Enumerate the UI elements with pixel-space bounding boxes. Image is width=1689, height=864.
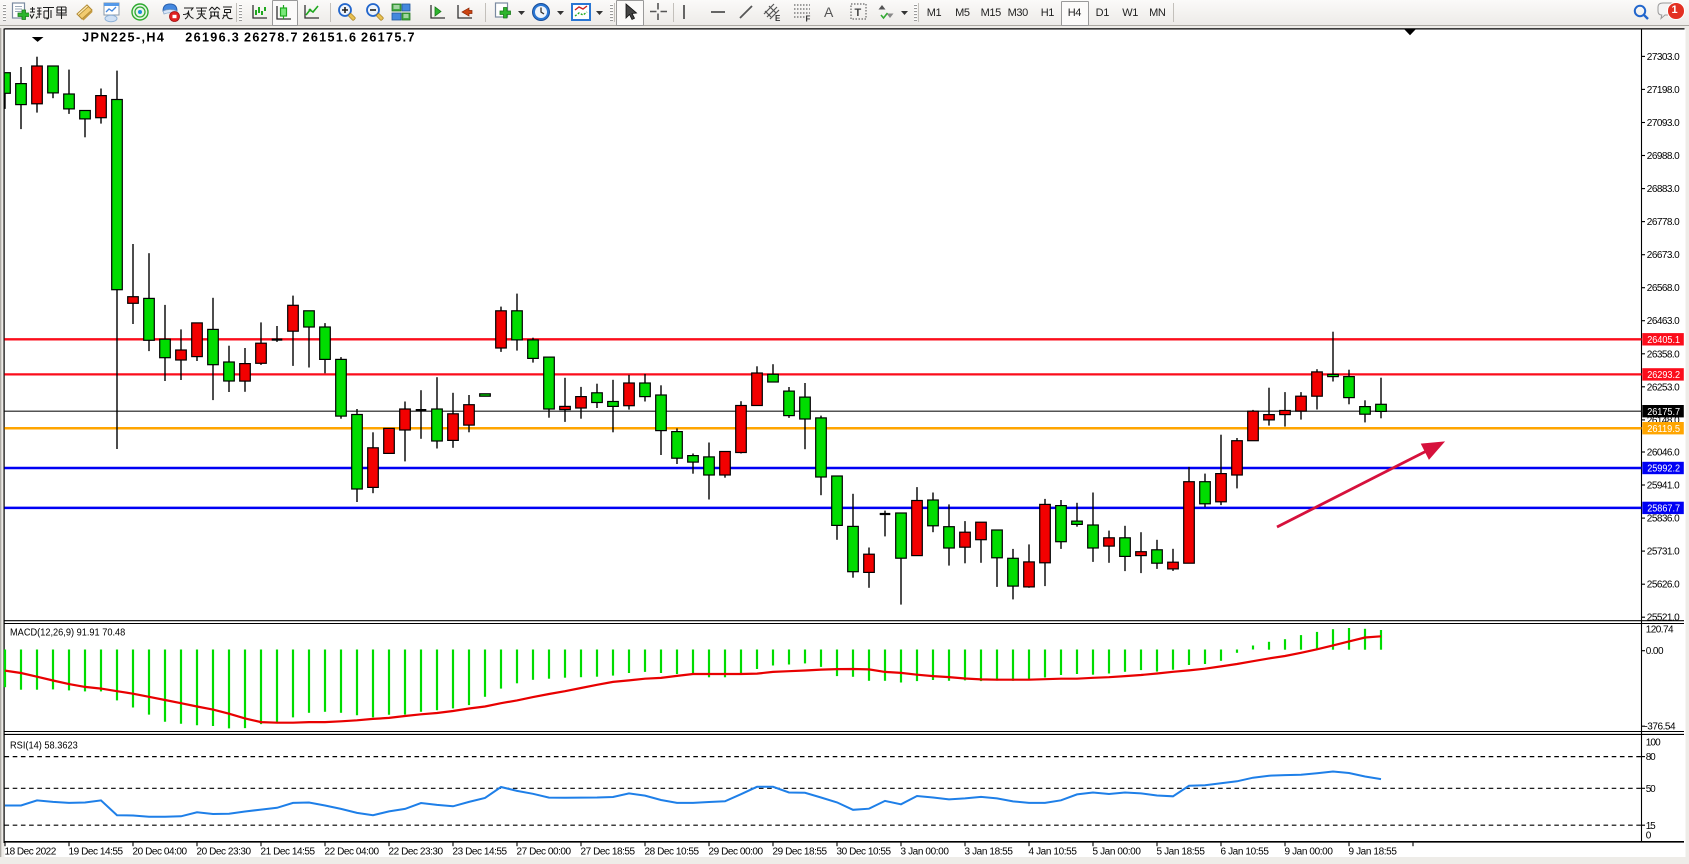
svg-text:26463.0: 26463.0 bbox=[1647, 316, 1680, 327]
svg-text:30 Dec 10:55: 30 Dec 10:55 bbox=[837, 847, 892, 858]
svg-text:50: 50 bbox=[1646, 784, 1656, 795]
svg-text:26119.5: 26119.5 bbox=[1647, 424, 1680, 435]
svg-text:26046.0: 26046.0 bbox=[1647, 448, 1680, 459]
svg-text:25626.0: 25626.0 bbox=[1647, 580, 1680, 591]
svg-text:25836.0: 25836.0 bbox=[1647, 514, 1680, 525]
svg-text:26151.6: 26151.6 bbox=[303, 31, 357, 45]
svg-text:26175.7: 26175.7 bbox=[361, 31, 415, 45]
svg-text:19 Dec 14:55: 19 Dec 14:55 bbox=[69, 847, 124, 858]
svg-text:25867.7: 25867.7 bbox=[1647, 504, 1680, 515]
svg-text:9 Jan 18:55: 9 Jan 18:55 bbox=[1349, 847, 1398, 858]
svg-text:80: 80 bbox=[1646, 752, 1656, 763]
svg-text:25731.0: 25731.0 bbox=[1647, 547, 1680, 558]
svg-text:26405.1: 26405.1 bbox=[1647, 335, 1680, 346]
svg-text:27093.0: 27093.0 bbox=[1647, 118, 1680, 129]
svg-text:26175.7: 26175.7 bbox=[1647, 407, 1680, 418]
svg-text:6 Jan 10:55: 6 Jan 10:55 bbox=[1221, 847, 1270, 858]
svg-text:29 Dec 00:00: 29 Dec 00:00 bbox=[709, 847, 764, 858]
svg-text:15: 15 bbox=[1646, 821, 1656, 832]
svg-text:26148.0: 26148.0 bbox=[1647, 415, 1680, 426]
svg-text:25992.2: 25992.2 bbox=[1647, 464, 1680, 475]
svg-text:29 Dec 18:55: 29 Dec 18:55 bbox=[773, 847, 828, 858]
svg-text:26253.0: 26253.0 bbox=[1647, 382, 1680, 393]
svg-text:26568.0: 26568.0 bbox=[1647, 283, 1680, 294]
svg-text:26196.3: 26196.3 bbox=[185, 31, 239, 45]
svg-text:20 Dec 23:30: 20 Dec 23:30 bbox=[197, 847, 252, 858]
svg-text:MACD(12,26,9) 91.91 70.48: MACD(12,26,9) 91.91 70.48 bbox=[10, 628, 126, 639]
svg-text:27 Dec 00:00: 27 Dec 00:00 bbox=[517, 847, 572, 858]
svg-text:22 Dec 04:00: 22 Dec 04:00 bbox=[325, 847, 380, 858]
svg-text:F: F bbox=[806, 15, 811, 24]
svg-text:26988.0: 26988.0 bbox=[1647, 151, 1680, 162]
svg-text:18 Dec 2022: 18 Dec 2022 bbox=[5, 847, 57, 858]
svg-text:26673.0: 26673.0 bbox=[1647, 250, 1680, 261]
svg-text:4 Jan 10:55: 4 Jan 10:55 bbox=[1029, 847, 1078, 858]
svg-text:26778.0: 26778.0 bbox=[1647, 217, 1680, 228]
svg-text:5 Jan 00:00: 5 Jan 00:00 bbox=[1093, 847, 1142, 858]
svg-text:9 Jan 00:00: 9 Jan 00:00 bbox=[1285, 847, 1334, 858]
svg-text:21 Dec 14:55: 21 Dec 14:55 bbox=[261, 847, 316, 858]
svg-text:26278.7: 26278.7 bbox=[244, 31, 298, 45]
svg-text:22 Dec 23:30: 22 Dec 23:30 bbox=[389, 847, 444, 858]
svg-text:23 Dec 14:55: 23 Dec 14:55 bbox=[453, 847, 508, 858]
svg-text:5 Jan 18:55: 5 Jan 18:55 bbox=[1157, 847, 1206, 858]
svg-text:28 Dec 10:55: 28 Dec 10:55 bbox=[645, 847, 700, 858]
svg-text:27 Dec 18:55: 27 Dec 18:55 bbox=[581, 847, 636, 858]
svg-text:25941.0: 25941.0 bbox=[1647, 481, 1680, 492]
svg-text:100: 100 bbox=[1646, 738, 1661, 749]
svg-text:0.00: 0.00 bbox=[1646, 646, 1664, 657]
svg-text:27303.0: 27303.0 bbox=[1647, 52, 1680, 63]
svg-text:RSI(14) 58.3623: RSI(14) 58.3623 bbox=[10, 741, 78, 752]
svg-text:0: 0 bbox=[1646, 830, 1652, 841]
svg-text:25521.0: 25521.0 bbox=[1647, 613, 1680, 624]
svg-text:26358.0: 26358.0 bbox=[1647, 349, 1680, 360]
svg-text:3 Jan 00:00: 3 Jan 00:00 bbox=[901, 847, 950, 858]
svg-text:-376.54: -376.54 bbox=[1644, 722, 1676, 733]
svg-text:T: T bbox=[855, 7, 862, 19]
svg-text:3 Jan 18:55: 3 Jan 18:55 bbox=[965, 847, 1014, 858]
svg-text:120.74: 120.74 bbox=[1646, 625, 1674, 636]
svg-text:E: E bbox=[775, 14, 781, 23]
svg-text:20 Dec 04:00: 20 Dec 04:00 bbox=[133, 847, 188, 858]
svg-text:26883.0: 26883.0 bbox=[1647, 184, 1680, 195]
svg-text:27198.0: 27198.0 bbox=[1647, 85, 1680, 96]
svg-text:JPN225-,H4: JPN225-,H4 bbox=[82, 31, 164, 45]
svg-text:26293.2: 26293.2 bbox=[1647, 370, 1680, 381]
